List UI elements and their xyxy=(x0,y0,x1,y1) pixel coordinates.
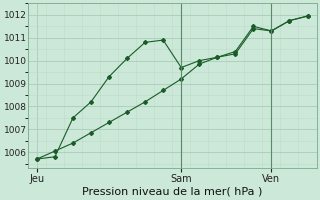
X-axis label: Pression niveau de la mer( hPa ): Pression niveau de la mer( hPa ) xyxy=(82,187,262,197)
